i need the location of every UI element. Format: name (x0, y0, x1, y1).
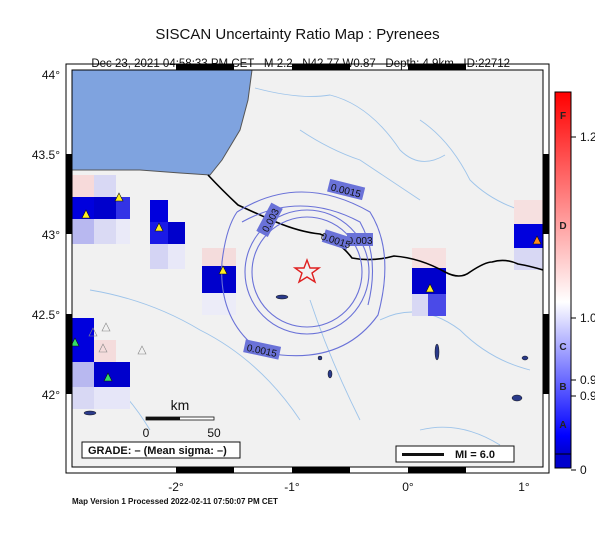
lon-labels: -2° -1° 0° 1° (168, 480, 530, 494)
lat-label: 42.5° (32, 308, 60, 322)
map-area (72, 70, 543, 467)
station-marker (101, 322, 111, 332)
scale-tick: 0 (143, 426, 150, 440)
map-frame (65, 63, 550, 474)
contour-label: 0.003 (347, 233, 373, 247)
colorbar: F D C B A 1.2 1.0 0.9 0.9 0 (554, 91, 595, 477)
svg-text:MI = 6.0: MI = 6.0 (455, 449, 495, 461)
colorbar-value: 1.0 (580, 311, 595, 325)
station-marker (98, 343, 108, 353)
scale-bar: km 0 50 (143, 397, 221, 440)
mi-box: MI = 6.0 (395, 445, 515, 463)
colorbar-letter: C (559, 342, 566, 353)
lon-label: 0° (402, 480, 414, 494)
lon-label: -2° (168, 480, 184, 494)
lat-labels: 44° 43.5° 43° 42.5° 42° (32, 68, 60, 402)
colorbar-value: 0 (580, 463, 587, 477)
grid-cells (72, 175, 543, 409)
station-marker (532, 235, 542, 245)
lat-label: 42° (42, 388, 60, 402)
station-marker (425, 283, 435, 293)
bay-of-biscay (72, 70, 253, 176)
lat-label: 43.5° (32, 148, 60, 162)
footer-processed: Map Version 1 Processed 2022-02-11 07:50… (72, 497, 278, 506)
station-marker (103, 372, 113, 382)
lon-label: 1° (518, 480, 530, 494)
station-marker (218, 265, 228, 275)
lakes (83, 294, 529, 416)
map-title: SISCAN Uncertainty Ratio Map : Pyrenees (155, 26, 440, 43)
scale-tick: 50 (207, 426, 221, 440)
svg-text:GRADE: – (Mean sigma: –): GRADE: – (Mean sigma: –) (88, 445, 227, 457)
svg-text:0.003: 0.003 (347, 236, 372, 247)
grade-box: GRADE: – (Mean sigma: –) (81, 441, 241, 459)
colorbar-letter: A (559, 420, 566, 431)
station-marker (154, 222, 164, 232)
lat-label: 44° (42, 68, 60, 82)
scale-unit: km (171, 397, 190, 413)
station-marker (70, 337, 80, 347)
colorbar-value: 0.9 (580, 389, 595, 403)
colorbar-value: 0.9 (580, 373, 595, 387)
lon-label: -1° (284, 480, 300, 494)
station-marker (81, 209, 91, 219)
station-marker (114, 192, 124, 202)
uncertainty-contours (221, 191, 386, 357)
epicenter-star (292, 258, 322, 284)
lat-label: 43° (42, 228, 60, 242)
station-marker (88, 327, 98, 337)
stations (70, 192, 542, 382)
colorbar-letter: F (560, 111, 566, 122)
colorbar-letter: D (559, 221, 566, 232)
colorbar-letter: B (559, 382, 566, 393)
station-marker (137, 345, 147, 355)
colorbar-value: 1.2 (580, 130, 595, 144)
